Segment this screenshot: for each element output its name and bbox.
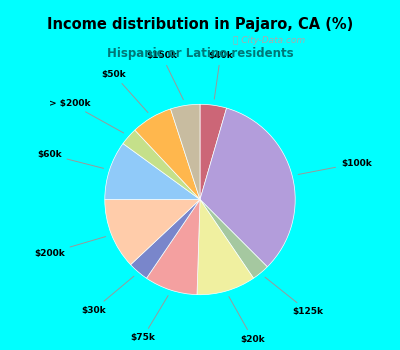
Text: $75k: $75k [130, 296, 168, 342]
Text: $20k: $20k [229, 296, 265, 344]
Text: > $200k: > $200k [49, 99, 124, 133]
Wedge shape [200, 199, 267, 278]
Wedge shape [200, 104, 226, 200]
Wedge shape [105, 199, 200, 265]
Wedge shape [146, 199, 200, 295]
Text: Income distribution in Pajaro, CA (%): Income distribution in Pajaro, CA (%) [47, 18, 353, 33]
Wedge shape [135, 109, 200, 199]
Wedge shape [170, 104, 200, 200]
Text: $150k: $150k [146, 51, 183, 100]
Wedge shape [197, 199, 254, 295]
Wedge shape [123, 130, 200, 199]
Wedge shape [131, 199, 200, 278]
Text: $50k: $50k [101, 70, 148, 113]
Text: Ⓢ City-Data.com: Ⓢ City-Data.com [233, 36, 306, 45]
Wedge shape [105, 144, 200, 200]
Text: $200k: $200k [34, 237, 106, 258]
Text: $40k: $40k [208, 51, 233, 99]
Text: $100k: $100k [298, 159, 372, 174]
Text: $125k: $125k [265, 277, 324, 316]
Text: Hispanic or Latino residents: Hispanic or Latino residents [107, 47, 293, 60]
Text: $60k: $60k [37, 150, 104, 168]
Text: $30k: $30k [81, 276, 134, 315]
Wedge shape [200, 108, 295, 267]
